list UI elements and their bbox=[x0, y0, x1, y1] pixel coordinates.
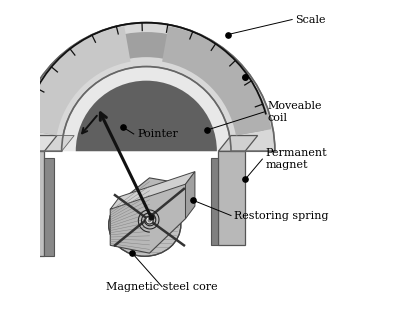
Wedge shape bbox=[18, 23, 275, 151]
FancyBboxPatch shape bbox=[44, 158, 54, 256]
Polygon shape bbox=[110, 172, 195, 209]
Polygon shape bbox=[18, 135, 57, 151]
Wedge shape bbox=[29, 32, 264, 135]
Wedge shape bbox=[162, 26, 272, 135]
FancyBboxPatch shape bbox=[211, 158, 219, 245]
Wedge shape bbox=[62, 67, 230, 151]
Polygon shape bbox=[185, 172, 195, 219]
Text: Pointer: Pointer bbox=[137, 129, 178, 139]
Text: Permanent
magnet: Permanent magnet bbox=[266, 148, 327, 170]
Polygon shape bbox=[110, 178, 185, 253]
Ellipse shape bbox=[109, 193, 181, 256]
Text: Moveable
coil: Moveable coil bbox=[267, 101, 321, 123]
FancyBboxPatch shape bbox=[219, 151, 245, 245]
Polygon shape bbox=[18, 135, 74, 151]
Wedge shape bbox=[21, 26, 130, 135]
Wedge shape bbox=[76, 81, 217, 151]
Text: Restoring spring: Restoring spring bbox=[234, 210, 329, 220]
Text: Scale: Scale bbox=[295, 14, 326, 25]
Circle shape bbox=[146, 216, 153, 224]
FancyBboxPatch shape bbox=[18, 151, 44, 256]
Polygon shape bbox=[219, 135, 258, 151]
Text: Magnetic steel core: Magnetic steel core bbox=[106, 282, 218, 292]
